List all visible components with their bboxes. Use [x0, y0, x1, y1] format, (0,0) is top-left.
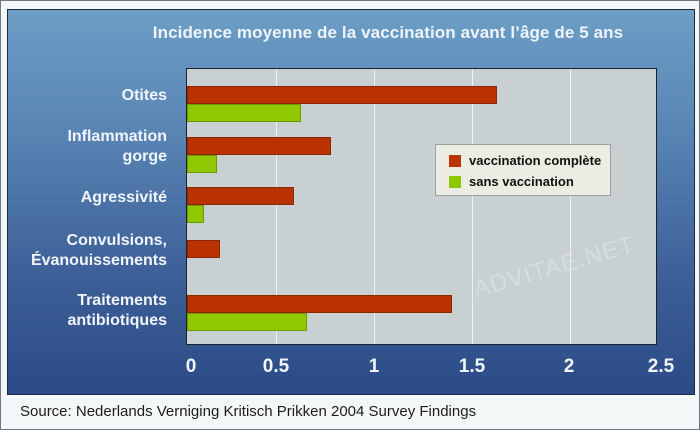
x-tick-label: 2	[563, 356, 575, 377]
x-tick-label: 0	[185, 356, 197, 377]
legend-label: vaccination complète	[469, 153, 602, 168]
x-tick-label: 2.5	[647, 356, 675, 377]
category-label: Inflammation gorge	[67, 128, 167, 165]
category-label: Convulsions, Évanouissements	[30, 232, 167, 269]
plot-area	[186, 68, 657, 345]
x-tick-label: 1.5	[458, 356, 486, 377]
source-caption: Source: Nederlands Verniging Kritisch Pr…	[20, 403, 477, 420]
gridline	[472, 69, 473, 344]
category-label: Otites	[121, 87, 167, 104]
category-label: Agressivité	[80, 189, 167, 206]
legend-item-vaccinated: vaccination complète	[449, 153, 601, 168]
legend: vaccination complète sans vaccination	[435, 144, 611, 196]
legend-item-unvaccinated: sans vaccination	[449, 174, 574, 189]
bar-vaccinated	[187, 86, 497, 104]
bar-unvaccinated	[187, 313, 307, 331]
bar-vaccinated	[187, 240, 220, 258]
gridline	[570, 69, 571, 344]
chart-title: Incidence moyenne de la vaccination avan…	[152, 23, 624, 42]
bar-unvaccinated	[187, 104, 301, 122]
legend-swatch-red	[449, 154, 461, 167]
bar-unvaccinated	[187, 155, 217, 173]
bar-vaccinated	[187, 187, 294, 205]
legend-swatch-green	[449, 175, 461, 188]
bar-unvaccinated	[187, 205, 204, 223]
gridline	[374, 69, 375, 344]
bar-vaccinated	[187, 295, 452, 313]
category-label: Traitements antibiotiques	[67, 292, 167, 329]
bar-vaccinated	[187, 137, 331, 155]
x-tick-label: 0.5	[262, 356, 290, 377]
x-tick-label: 1	[368, 356, 380, 377]
legend-label: sans vaccination	[469, 174, 574, 189]
gridline	[276, 69, 277, 344]
